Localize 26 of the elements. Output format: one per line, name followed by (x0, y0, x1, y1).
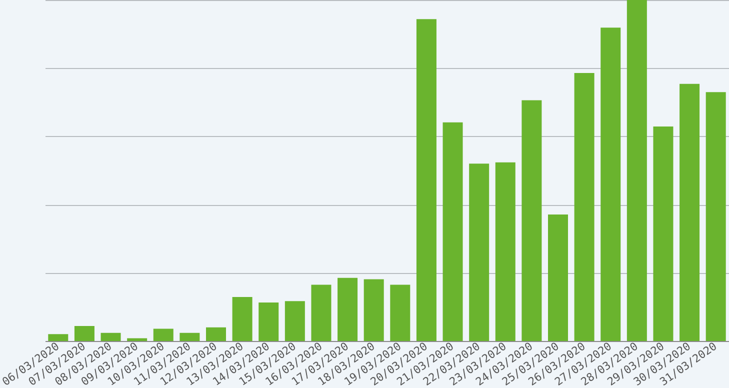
bar (706, 92, 726, 341)
bar (284, 301, 305, 341)
bar (574, 72, 594, 341)
bar (48, 334, 68, 341)
bar (469, 164, 490, 341)
bar (180, 332, 200, 341)
bar (338, 278, 358, 341)
bar (390, 284, 410, 341)
bar (127, 338, 148, 341)
bar (548, 214, 568, 341)
bar (442, 122, 463, 341)
bar (153, 328, 174, 341)
bar (232, 297, 252, 341)
bar (416, 19, 436, 341)
bar (364, 279, 384, 341)
bar (522, 100, 542, 341)
bar (258, 302, 279, 341)
bar (74, 326, 94, 341)
bar (600, 28, 621, 341)
bar (100, 332, 121, 341)
bar (495, 162, 516, 341)
bar (311, 284, 332, 341)
bar (653, 126, 674, 341)
bar (626, 0, 647, 341)
bar (680, 84, 700, 341)
bar (206, 327, 226, 341)
